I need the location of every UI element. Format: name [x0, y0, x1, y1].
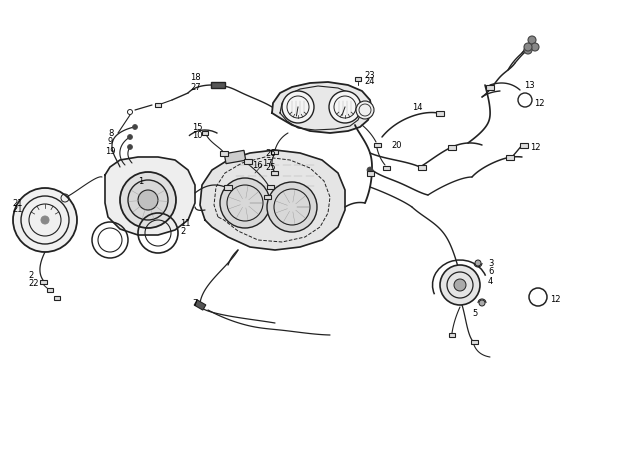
Circle shape	[138, 190, 158, 210]
Bar	[264, 195, 271, 199]
Text: 15: 15	[192, 123, 202, 132]
Bar	[266, 185, 273, 189]
Text: 21: 21	[12, 206, 22, 215]
Circle shape	[356, 101, 374, 119]
Bar	[449, 333, 455, 337]
Circle shape	[267, 182, 317, 232]
Bar	[224, 151, 246, 164]
Text: 22: 22	[28, 278, 39, 287]
Circle shape	[454, 279, 466, 291]
Bar	[507, 154, 514, 160]
Polygon shape	[105, 157, 195, 235]
Circle shape	[133, 124, 138, 130]
Circle shape	[440, 265, 480, 305]
Circle shape	[127, 134, 133, 140]
Circle shape	[475, 260, 481, 266]
Circle shape	[524, 43, 532, 51]
Text: 20: 20	[391, 141, 401, 150]
Bar	[244, 159, 252, 163]
Circle shape	[282, 91, 314, 123]
Bar	[39, 280, 46, 284]
Text: 12: 12	[550, 295, 560, 304]
Bar	[366, 171, 373, 175]
Bar	[194, 300, 206, 310]
Bar	[155, 103, 161, 107]
Circle shape	[220, 178, 270, 228]
Text: 1: 1	[138, 178, 143, 187]
Circle shape	[127, 110, 133, 114]
Text: 24: 24	[364, 77, 375, 86]
Bar	[418, 164, 425, 170]
Text: 5: 5	[472, 308, 477, 317]
Text: 23: 23	[364, 72, 375, 80]
Text: 14: 14	[412, 103, 422, 112]
Text: 27: 27	[190, 84, 200, 93]
Circle shape	[120, 172, 176, 228]
Circle shape	[479, 300, 485, 306]
Circle shape	[524, 46, 532, 54]
Text: 4: 4	[488, 277, 493, 286]
Text: 7: 7	[192, 298, 197, 307]
Text: 26: 26	[265, 149, 276, 158]
Text: 12: 12	[534, 98, 545, 107]
Text: 12: 12	[530, 142, 541, 152]
Bar	[202, 131, 208, 135]
Polygon shape	[200, 150, 345, 250]
Bar	[436, 111, 444, 115]
Text: 8: 8	[108, 129, 113, 137]
Bar	[486, 85, 494, 89]
Circle shape	[128, 180, 168, 220]
Circle shape	[531, 43, 539, 51]
Polygon shape	[272, 82, 372, 133]
Circle shape	[13, 188, 77, 252]
Text: 11: 11	[180, 218, 190, 228]
Text: 21: 21	[12, 199, 22, 208]
Bar	[53, 296, 60, 300]
Bar	[46, 288, 53, 292]
Circle shape	[329, 91, 361, 123]
Bar	[382, 166, 389, 170]
Bar	[520, 142, 528, 148]
Bar	[470, 340, 477, 344]
Text: 10: 10	[192, 131, 202, 140]
Bar	[224, 184, 232, 190]
Bar	[448, 144, 455, 150]
Circle shape	[528, 36, 536, 44]
Text: 3: 3	[488, 258, 493, 267]
Circle shape	[41, 216, 49, 224]
Bar	[355, 77, 361, 81]
Bar	[211, 82, 225, 88]
Text: 9: 9	[108, 136, 113, 145]
Bar	[271, 150, 278, 154]
Bar	[220, 151, 228, 155]
Text: 16: 16	[252, 161, 262, 170]
Circle shape	[367, 167, 373, 173]
Bar	[271, 171, 278, 175]
Text: 17: 17	[262, 159, 273, 168]
Text: 25: 25	[265, 162, 276, 171]
Text: 2: 2	[28, 270, 33, 279]
Text: 2: 2	[180, 228, 185, 237]
Text: 13: 13	[524, 80, 534, 89]
Circle shape	[127, 144, 133, 150]
Text: 6: 6	[488, 267, 493, 276]
Bar	[373, 143, 380, 147]
Text: 19: 19	[105, 146, 115, 155]
Text: 18: 18	[190, 74, 200, 83]
